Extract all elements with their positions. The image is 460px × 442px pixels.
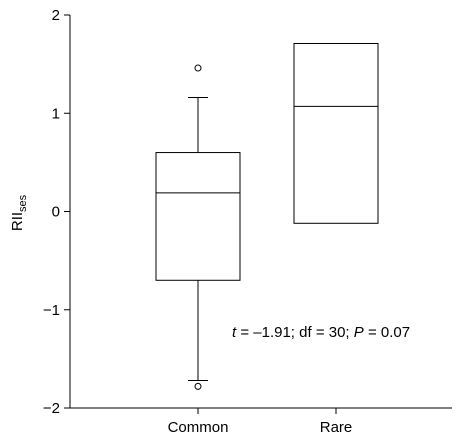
t-value: = –1.91; df = 30; [236,324,354,341]
test-statistic-annotation: t = –1.91; df = 30; P = 0.07 [232,324,410,341]
interquartile-box [155,152,241,281]
interquartile-box [293,42,379,224]
y-tick-label: −1 [43,302,60,319]
y-tick-label: −2 [43,400,60,417]
x-category-label-common: Common [168,419,229,436]
x-category-label-rare: Rare [320,419,353,436]
y-ticks: −2 −1 0 1 2 [43,7,70,417]
outlier-point [194,64,202,72]
p-value: = 0.07 [364,324,410,341]
y-tick-label: 0 [52,204,60,221]
x-ticks: Common Rare [168,408,353,436]
y-tick-label: 2 [52,7,60,24]
t-symbol: t [232,324,237,341]
boxes [155,42,379,390]
box-common [155,64,241,390]
y-tick-label: 1 [52,105,60,122]
outlier-point [194,382,202,390]
y-axis-label: RIIses [9,194,29,231]
axes: −2 −1 0 1 2 Common Rare [43,7,452,436]
p-symbol: P [354,324,364,341]
box-rare [293,42,379,224]
